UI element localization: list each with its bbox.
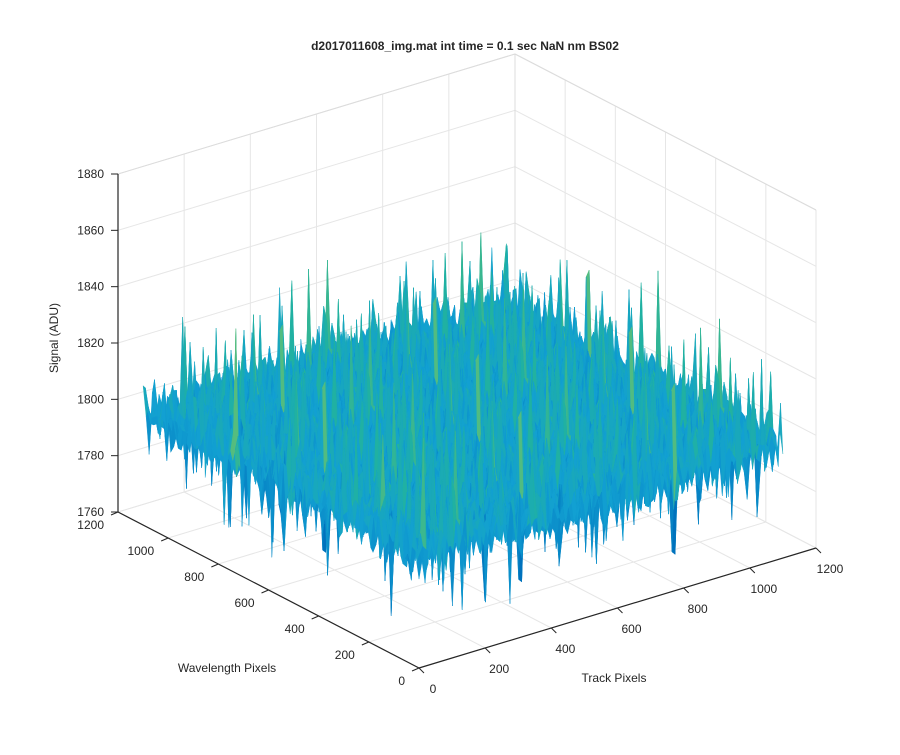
surface-chart: 0200400600800100012000200400600800100012… [0, 0, 900, 750]
